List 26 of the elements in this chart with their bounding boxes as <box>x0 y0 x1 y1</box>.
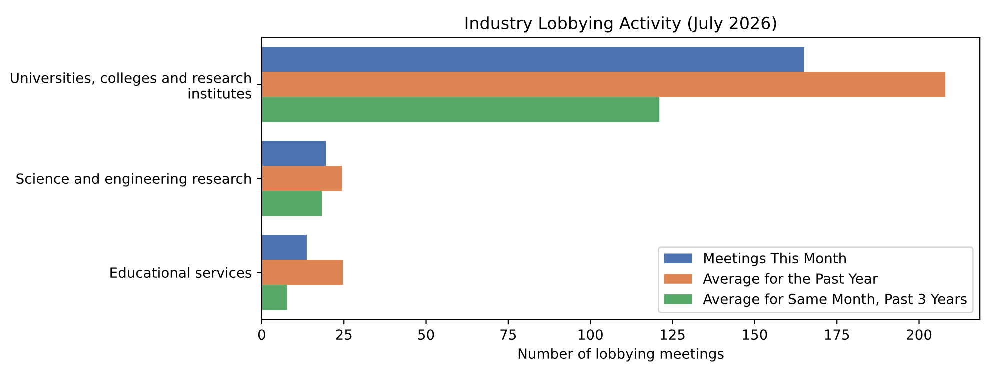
bar <box>262 285 288 310</box>
x-tick-label: 125 <box>661 330 685 340</box>
x-axis-title: Number of lobbying meetings <box>518 348 724 362</box>
bar <box>262 72 946 98</box>
y-tick-label: Universities, colleges and research institutes <box>11 72 252 99</box>
bar <box>262 191 322 216</box>
x-tick-label: 25 <box>336 330 352 340</box>
chart-title: Industry Lobbying Activity (July 2026) <box>466 16 776 33</box>
x-tick-label: 100 <box>578 330 603 340</box>
bar <box>262 235 307 260</box>
x-tick-label: 50 <box>418 330 434 340</box>
x-tick-label: 175 <box>825 330 850 340</box>
bar <box>262 141 326 166</box>
x-tick-label: 200 <box>907 330 932 340</box>
x-tick-label: 150 <box>743 330 768 340</box>
x-tick-label: 0 <box>258 330 266 340</box>
bar <box>262 260 344 286</box>
legend-label: Average for the Past Year <box>703 273 878 287</box>
legend-label: Average for Same Month, Past 3 Years <box>703 294 967 308</box>
y-tick-label: Science and engineering research <box>16 173 252 187</box>
x-tick-label: 75 <box>500 330 516 340</box>
y-tick-label: Educational services <box>110 267 252 278</box>
bar <box>262 166 342 192</box>
bar <box>262 47 804 72</box>
legend-label: Meetings This Month <box>704 252 846 266</box>
bar <box>262 97 660 122</box>
